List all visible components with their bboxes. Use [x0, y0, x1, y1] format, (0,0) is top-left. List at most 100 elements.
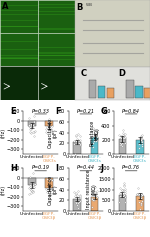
Point — [31, 189, 33, 193]
Point — [47, 179, 50, 183]
Point — [46, 177, 48, 181]
Point — [91, 188, 93, 191]
Point — [49, 177, 51, 181]
Point — [31, 125, 33, 129]
Point — [32, 120, 35, 124]
Point — [77, 189, 80, 193]
Point — [124, 132, 126, 136]
Point — [94, 137, 96, 141]
Point — [139, 194, 141, 198]
Text: I: I — [55, 164, 58, 173]
Point — [48, 119, 50, 123]
Point — [93, 128, 95, 132]
Point — [91, 191, 93, 195]
Point — [94, 139, 97, 143]
Point — [76, 139, 78, 142]
Point — [49, 193, 51, 197]
Point — [140, 138, 142, 141]
Point — [91, 197, 93, 201]
Bar — [45, 178, 53, 188]
Point — [30, 122, 32, 126]
Point — [51, 125, 53, 128]
Point — [75, 139, 77, 143]
Bar — [91, 196, 98, 211]
Point — [93, 198, 95, 202]
Point — [75, 191, 77, 195]
Point — [141, 137, 143, 141]
Text: P=0.84: P=0.84 — [122, 109, 140, 114]
Point — [29, 175, 31, 179]
Point — [95, 191, 98, 195]
Text: G: G — [100, 107, 107, 116]
Point — [140, 137, 142, 141]
Point — [45, 127, 48, 130]
Point — [138, 192, 140, 196]
Point — [79, 138, 81, 142]
Point — [48, 126, 50, 130]
Text: WB: WB — [86, 3, 93, 7]
Point — [123, 183, 126, 187]
Point — [30, 191, 32, 195]
Point — [77, 132, 80, 136]
Point — [48, 122, 50, 126]
Point — [30, 131, 32, 135]
Bar — [118, 195, 126, 211]
Point — [96, 189, 99, 192]
Point — [34, 182, 36, 185]
Point — [74, 142, 77, 146]
Point — [78, 199, 81, 203]
Point — [29, 185, 31, 189]
Point — [32, 190, 34, 194]
Point — [96, 195, 98, 198]
Point — [33, 186, 35, 189]
Point — [123, 193, 125, 196]
Point — [48, 184, 51, 188]
Point — [50, 128, 52, 132]
Point — [118, 200, 121, 204]
Text: P=0.76: P=0.76 — [122, 165, 140, 170]
Point — [49, 191, 51, 195]
Point — [34, 129, 36, 133]
Point — [118, 133, 121, 137]
Point — [32, 119, 35, 123]
Point — [77, 206, 79, 210]
Point — [92, 198, 94, 202]
Point — [120, 135, 122, 138]
Point — [79, 195, 81, 198]
Point — [76, 139, 78, 143]
Point — [46, 125, 48, 129]
Point — [119, 143, 122, 147]
Point — [92, 126, 94, 130]
Point — [124, 141, 126, 145]
Bar — [135, 87, 142, 98]
Point — [28, 127, 31, 131]
Point — [45, 130, 48, 134]
Point — [141, 140, 143, 144]
Point — [124, 195, 127, 199]
Point — [119, 191, 122, 195]
Point — [92, 140, 95, 143]
Bar — [106, 88, 114, 98]
Point — [140, 138, 142, 142]
Point — [47, 193, 50, 197]
Point — [123, 134, 125, 138]
Point — [122, 188, 124, 192]
Point — [91, 135, 93, 138]
Point — [51, 187, 53, 191]
Point — [78, 200, 80, 204]
Text: H: H — [10, 164, 17, 173]
Text: A: A — [2, 2, 8, 11]
Point — [94, 131, 97, 134]
Point — [124, 201, 126, 204]
Text: P=0.33: P=0.33 — [32, 109, 50, 114]
Point — [74, 139, 77, 143]
Point — [28, 186, 30, 190]
Point — [139, 136, 141, 140]
Point — [137, 146, 140, 150]
Point — [140, 195, 142, 198]
Point — [49, 193, 51, 197]
Bar — [73, 199, 81, 211]
Point — [92, 141, 94, 145]
Bar — [144, 88, 150, 98]
Point — [120, 191, 122, 194]
